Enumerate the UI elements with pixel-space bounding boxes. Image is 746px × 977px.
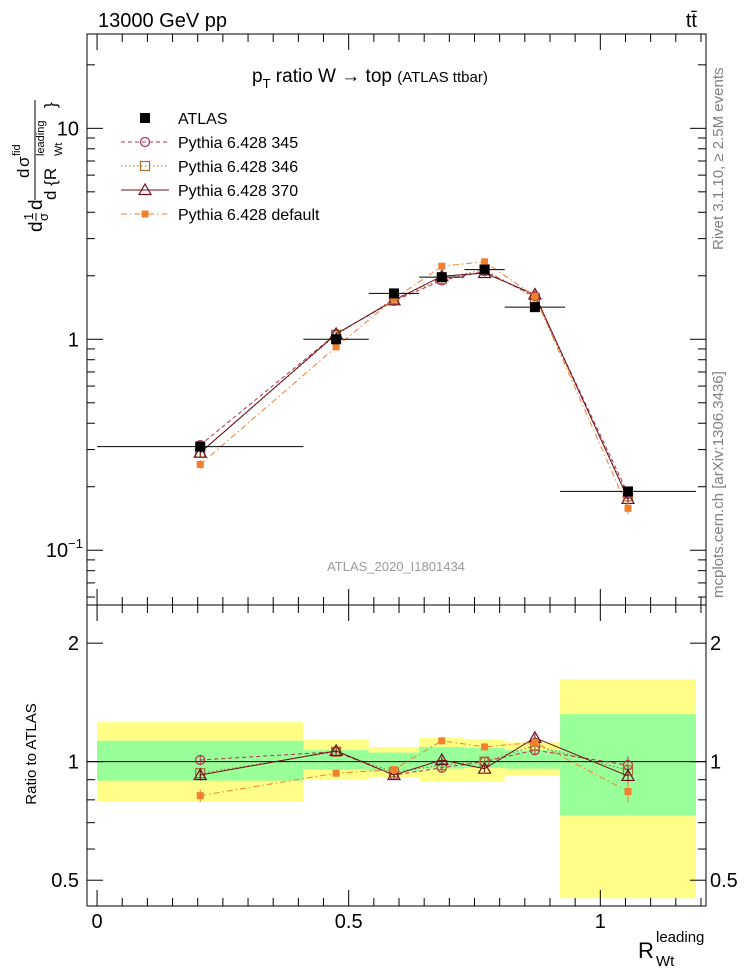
legend-entry-pdefault: Pythia 6.428 default <box>121 207 320 224</box>
main-panel: 10 1 10−1 pT ratio W → top (ATLAS ttbar) d… <box>11 33 707 606</box>
ratio-point-p370 <box>193 767 208 781</box>
point-atlas <box>195 441 206 452</box>
main-ytick-label: 10−1 <box>46 536 83 562</box>
main-ylabel: d 1 σ d d σ fid d {R leading Wt } <box>11 100 65 232</box>
svg-text:leading: leading <box>35 121 47 156</box>
energy-label: 13000 GeV pp <box>98 10 227 32</box>
legend-label-pdefault: Pythia 6.428 default <box>178 207 320 224</box>
legend-entry-p346: Pythia 6.428 346 <box>121 159 298 176</box>
ratio-marks <box>193 730 636 802</box>
point-pdefault <box>332 343 340 351</box>
ratio-xtick-label: 1 <box>595 911 606 933</box>
svg-text:R: R <box>638 938 654 963</box>
ratio-ytick-label-right: 0.5 <box>710 870 738 892</box>
point-pdefault <box>531 292 539 300</box>
watermark: ATLAS_2020_I1801434 <box>327 559 465 574</box>
point-atlas <box>622 486 633 497</box>
legend-entry-p345: Pythia 6.428 345 <box>121 135 298 152</box>
ratio-series-pdefault <box>196 737 632 802</box>
ratio-point-pdefault <box>481 743 489 751</box>
ratio-frame <box>86 604 707 907</box>
svg-text:d: d <box>26 199 47 210</box>
series-atlas <box>97 264 696 497</box>
legend-marker-p345 <box>139 136 151 148</box>
svg-text:d {R: d {R <box>41 168 60 200</box>
ratio-point-pdefault <box>624 787 632 795</box>
main-ytick-label: 10 <box>57 118 79 140</box>
ratio-point-pdefault <box>390 766 398 774</box>
point-pdefault <box>438 262 446 270</box>
ratio-panel: 2 2 1 1 0.5 0.5 0 0.5 1 Ratio to ATLAS R leading… <box>23 604 738 970</box>
point-atlas <box>479 264 490 275</box>
ratio-series-p370 <box>193 730 636 786</box>
point-atlas <box>331 334 342 345</box>
ratio-ticks: 2 2 1 1 0.5 0.5 0 0.5 1 <box>51 605 738 933</box>
ratio-xlabel: R leading Wt <box>638 929 704 970</box>
svg-text:d: d <box>14 169 33 178</box>
ratio-point-p345 <box>195 754 206 766</box>
ratio-point-p370 <box>329 743 344 757</box>
ratio-ylabel: Ratio to ATLAS <box>23 703 40 804</box>
ratio-xtick-label: 0 <box>92 911 103 933</box>
legend-entry-atlas: ATLAS <box>140 111 228 128</box>
main-title: pT ratio W → top (ATLAS ttbar) <box>252 66 488 91</box>
ratio-ytick-label: 1 <box>68 752 79 774</box>
svg-text:σ: σ <box>14 156 33 167</box>
point-pdefault <box>624 504 632 512</box>
point-pdefault <box>196 460 204 468</box>
ratio-ytick-label: 0.5 <box>51 870 79 892</box>
svg-text:1: 1 <box>21 213 36 220</box>
ratio-point-pdefault <box>332 769 340 777</box>
ratio-xtick-label: 0.5 <box>335 911 363 933</box>
ratio-point-pdefault <box>438 737 446 745</box>
legend-marker-p370 <box>137 182 153 196</box>
svg-text:}: } <box>41 102 60 108</box>
svg-text:Wt: Wt <box>53 143 65 156</box>
source-label: mcplots.cern.ch [arXiv:1306.3436] <box>710 371 727 598</box>
legend: ATLAS Pythia 6.428 345 Pythia 6.428 346 Pyt… <box>121 111 320 224</box>
legend-entry-p370: Pythia 6.428 370 <box>121 182 298 200</box>
svg-text:Wt: Wt <box>656 953 675 970</box>
svg-text:fid: fid <box>11 144 23 156</box>
ratio-ytick-label: 2 <box>68 633 79 655</box>
process-label: tt̄ <box>686 10 698 32</box>
ratio-point-p370 <box>477 761 492 774</box>
series-pdefault <box>196 258 632 515</box>
point-pdefault <box>390 295 398 303</box>
point-atlas <box>436 272 447 283</box>
svg-text:leading: leading <box>656 929 704 946</box>
legend-label-atlas: ATLAS <box>178 111 228 128</box>
legend-marker-p346 <box>139 160 151 172</box>
point-pdefault <box>481 258 489 266</box>
legend-label-p346: Pythia 6.428 346 <box>178 159 298 176</box>
point-atlas <box>388 288 399 299</box>
legend-label-p345: Pythia 6.428 345 <box>178 135 298 152</box>
ratio-ytick-label-right: 1 <box>710 752 721 774</box>
main-ytick-label: 1 <box>68 329 79 351</box>
ratio-point-pdefault <box>196 792 204 800</box>
legend-marker-pdefault <box>141 210 149 218</box>
point-p370 <box>193 445 208 458</box>
legend-marker-atlas <box>140 113 150 123</box>
legend-label-p370: Pythia 6.428 370 <box>178 183 298 200</box>
ratio-point-p370 <box>620 768 636 782</box>
ratio-ytick-label-right: 2 <box>710 633 721 655</box>
rivet-label: Rivet 3.1.10, ≥ 2.5M events <box>710 68 727 251</box>
band-inner <box>504 750 561 769</box>
ratio-point-p370 <box>434 752 449 766</box>
ratio-point-p370 <box>386 767 402 781</box>
svg-text:σ: σ <box>36 213 51 221</box>
ratio-point-pdefault <box>531 738 539 746</box>
band-inner <box>303 750 369 770</box>
main-marks <box>97 258 696 515</box>
main-ticks: 10 1 10−1 <box>46 34 706 605</box>
svg-text:d: d <box>26 221 47 232</box>
point-atlas <box>529 302 540 313</box>
